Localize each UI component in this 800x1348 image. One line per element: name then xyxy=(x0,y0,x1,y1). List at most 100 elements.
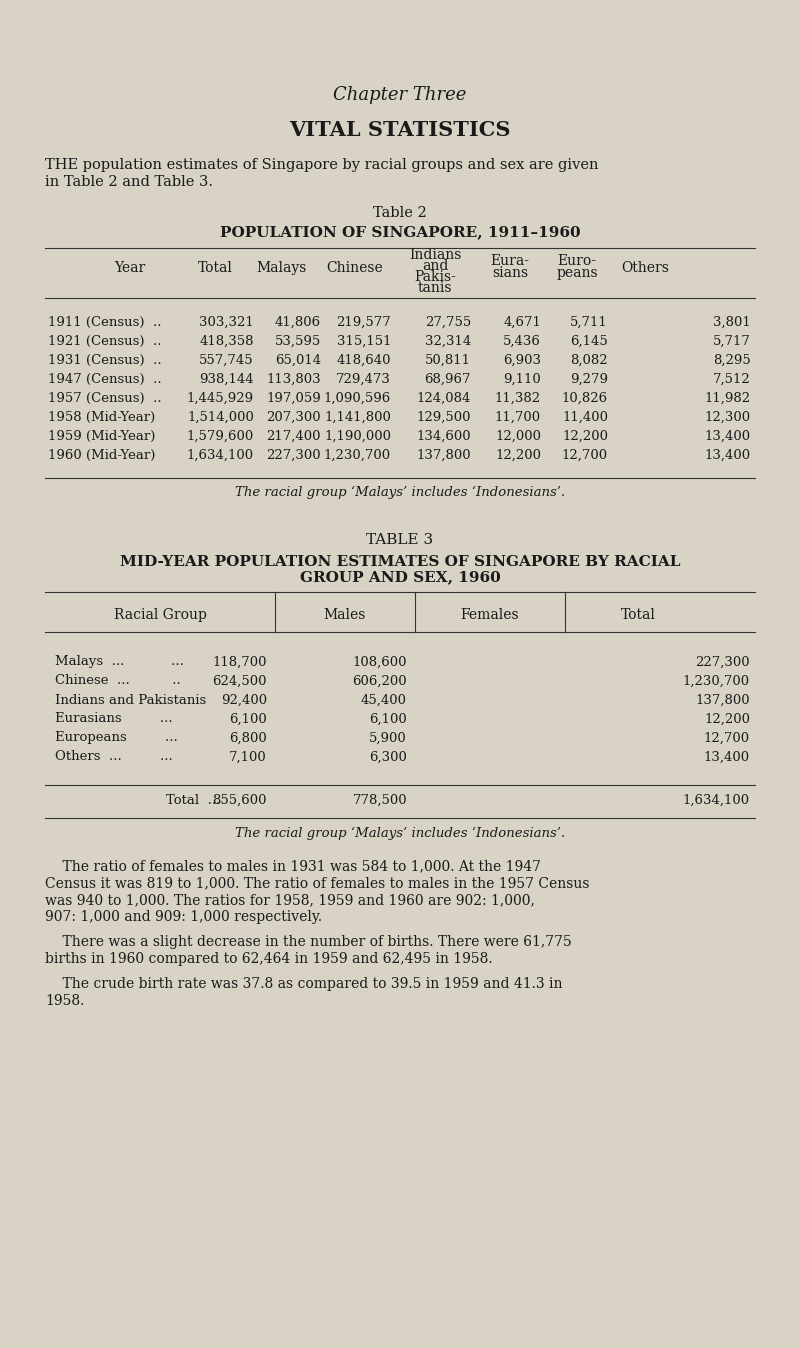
Text: Total  ...: Total ... xyxy=(166,794,220,806)
Text: 12,700: 12,700 xyxy=(704,732,750,744)
Text: Females: Females xyxy=(461,608,519,621)
Text: 5,717: 5,717 xyxy=(713,334,751,348)
Text: Racial Group: Racial Group xyxy=(114,608,206,621)
Text: was 940 to 1,000. The ratios for 1958, 1959 and 1960 are 902: 1,000,: was 940 to 1,000. The ratios for 1958, 1… xyxy=(45,892,535,907)
Text: 13,400: 13,400 xyxy=(705,449,751,461)
Text: Chinese: Chinese xyxy=(326,262,383,275)
Text: 12,700: 12,700 xyxy=(562,449,608,461)
Text: 1957 (Census)  ..: 1957 (Census) .. xyxy=(48,391,162,404)
Text: Others: Others xyxy=(621,262,669,275)
Text: THE population estimates of Singapore by racial groups and sex are given: THE population estimates of Singapore by… xyxy=(45,158,598,173)
Text: 729,473: 729,473 xyxy=(336,372,391,386)
Text: 108,600: 108,600 xyxy=(353,655,407,669)
Text: 6,100: 6,100 xyxy=(230,713,267,725)
Text: 8,082: 8,082 xyxy=(570,353,608,367)
Text: Total: Total xyxy=(621,608,655,621)
Text: 4,671: 4,671 xyxy=(503,315,541,329)
Text: 907: 1,000 and 909: 1,000 respectively.: 907: 1,000 and 909: 1,000 respectively. xyxy=(45,910,322,923)
Text: 1931 (Census)  ..: 1931 (Census) .. xyxy=(48,353,162,367)
Text: 418,640: 418,640 xyxy=(337,353,391,367)
Text: 1,579,600: 1,579,600 xyxy=(186,430,254,442)
Text: 5,900: 5,900 xyxy=(370,732,407,744)
Text: 1,230,700: 1,230,700 xyxy=(683,674,750,687)
Text: 6,100: 6,100 xyxy=(370,713,407,725)
Text: 7,100: 7,100 xyxy=(230,751,267,763)
Text: 1,445,929: 1,445,929 xyxy=(187,391,254,404)
Text: 5,436: 5,436 xyxy=(503,334,541,348)
Text: 6,800: 6,800 xyxy=(230,732,267,744)
Text: 1921 (Census)  ..: 1921 (Census) .. xyxy=(48,334,162,348)
Text: Males: Males xyxy=(324,608,366,621)
Text: Malays  ...           ...: Malays ... ... xyxy=(55,655,184,669)
Text: 1960 (Mid-Year): 1960 (Mid-Year) xyxy=(48,449,155,461)
Text: Malays: Malays xyxy=(257,262,307,275)
Text: and: and xyxy=(422,259,448,274)
Text: GROUP AND SEX, 1960: GROUP AND SEX, 1960 xyxy=(300,570,500,584)
Text: Eura-: Eura- xyxy=(490,253,530,268)
Text: 7,512: 7,512 xyxy=(714,372,751,386)
Text: 778,500: 778,500 xyxy=(352,794,407,806)
Text: Chinese  ...          ..: Chinese ... .. xyxy=(55,674,181,687)
Text: 8,295: 8,295 xyxy=(714,353,751,367)
Text: 315,151: 315,151 xyxy=(337,334,391,348)
Text: 3,801: 3,801 xyxy=(714,315,751,329)
Text: 1,514,000: 1,514,000 xyxy=(187,411,254,423)
Text: 27,755: 27,755 xyxy=(425,315,471,329)
Text: Others  ...         ...: Others ... ... xyxy=(55,751,173,763)
Text: 11,400: 11,400 xyxy=(562,411,608,423)
Text: The racial group ‘Malays’ includes ‘Indonesians’.: The racial group ‘Malays’ includes ‘Indo… xyxy=(235,826,565,840)
Text: 65,014: 65,014 xyxy=(275,353,321,367)
Text: 1,141,800: 1,141,800 xyxy=(324,411,391,423)
Text: peans: peans xyxy=(556,266,598,280)
Text: 41,806: 41,806 xyxy=(275,315,321,329)
Text: 227,300: 227,300 xyxy=(266,449,321,461)
Text: 53,595: 53,595 xyxy=(274,334,321,348)
Text: 137,800: 137,800 xyxy=(416,449,471,461)
Text: tanis: tanis xyxy=(418,280,452,295)
Text: 1911 (Census)  ..: 1911 (Census) .. xyxy=(48,315,162,329)
Text: 1,634,100: 1,634,100 xyxy=(683,794,750,806)
Text: 624,500: 624,500 xyxy=(213,674,267,687)
Text: 938,144: 938,144 xyxy=(199,372,254,386)
Text: Europeans         ...: Europeans ... xyxy=(55,732,178,744)
Text: 1,090,596: 1,090,596 xyxy=(324,391,391,404)
Text: TABLE 3: TABLE 3 xyxy=(366,532,434,547)
Text: 12,200: 12,200 xyxy=(495,449,541,461)
Text: 9,279: 9,279 xyxy=(570,372,608,386)
Text: 557,745: 557,745 xyxy=(199,353,254,367)
Text: 13,400: 13,400 xyxy=(704,751,750,763)
Text: 219,577: 219,577 xyxy=(336,315,391,329)
Text: 13,400: 13,400 xyxy=(705,430,751,442)
Text: 11,982: 11,982 xyxy=(705,391,751,404)
Text: Indians: Indians xyxy=(409,248,461,262)
Text: 1,190,000: 1,190,000 xyxy=(324,430,391,442)
Text: 137,800: 137,800 xyxy=(695,693,750,706)
Text: 12,300: 12,300 xyxy=(705,411,751,423)
Text: 855,600: 855,600 xyxy=(213,794,267,806)
Text: 129,500: 129,500 xyxy=(417,411,471,423)
Text: 12,200: 12,200 xyxy=(562,430,608,442)
Text: 9,110: 9,110 xyxy=(503,372,541,386)
Text: Chapter Three: Chapter Three xyxy=(334,86,466,104)
Text: There was a slight decrease in the number of births. There were 61,775: There was a slight decrease in the numbe… xyxy=(45,936,572,949)
Text: 217,400: 217,400 xyxy=(266,430,321,442)
Text: POPULATION OF SINGAPORE, 1911–1960: POPULATION OF SINGAPORE, 1911–1960 xyxy=(220,225,580,239)
Text: 1,230,700: 1,230,700 xyxy=(324,449,391,461)
Text: 11,700: 11,700 xyxy=(495,411,541,423)
Text: Table 2: Table 2 xyxy=(373,206,427,220)
Text: The crude birth rate was 37.8 as compared to 39.5 in 1959 and 41.3 in: The crude birth rate was 37.8 as compare… xyxy=(45,977,562,991)
Text: 124,084: 124,084 xyxy=(417,391,471,404)
Text: 134,600: 134,600 xyxy=(416,430,471,442)
Text: 12,200: 12,200 xyxy=(704,713,750,725)
Text: 118,700: 118,700 xyxy=(213,655,267,669)
Text: 6,903: 6,903 xyxy=(503,353,541,367)
Text: 1947 (Census)  ..: 1947 (Census) .. xyxy=(48,372,162,386)
Text: 92,400: 92,400 xyxy=(221,693,267,706)
Text: Pakis-: Pakis- xyxy=(414,270,456,284)
Text: 418,358: 418,358 xyxy=(199,334,254,348)
Text: 45,400: 45,400 xyxy=(361,693,407,706)
Text: 1959 (Mid-Year): 1959 (Mid-Year) xyxy=(48,430,155,442)
Text: 68,967: 68,967 xyxy=(425,372,471,386)
Text: 50,811: 50,811 xyxy=(425,353,471,367)
Text: Eurasians         ...: Eurasians ... xyxy=(55,713,173,725)
